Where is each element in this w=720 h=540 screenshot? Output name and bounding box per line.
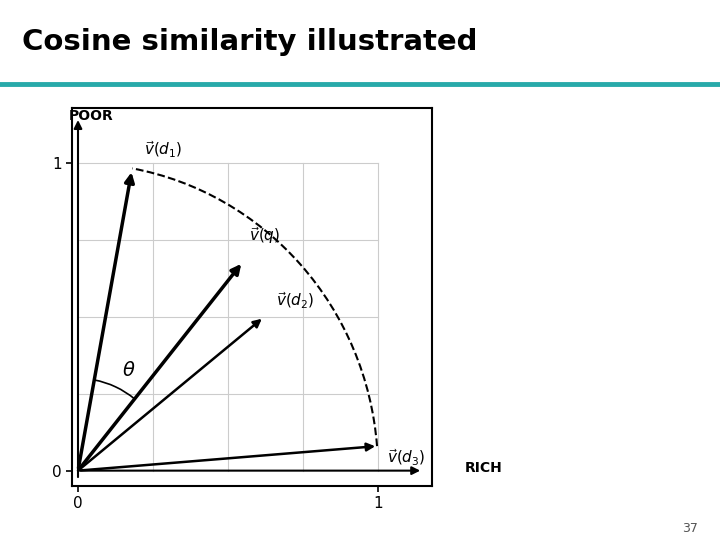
Text: $\vec{v}(q)$: $\vec{v}(q)$ — [249, 225, 280, 246]
Text: $\vec{v}(d_3)$: $\vec{v}(d_3)$ — [387, 447, 426, 468]
Text: POOR: POOR — [69, 110, 114, 123]
Text: RICH: RICH — [464, 462, 502, 476]
Text: 37: 37 — [683, 522, 698, 535]
Text: Vector Space Model: Vector Space Model — [485, 14, 595, 23]
Text: $\vec{v}(d_2)$: $\vec{v}(d_2)$ — [276, 291, 315, 311]
Text: Scoring, Term Weighting, and Vector Space Model: Scoring, Term Weighting, and Vector Spac… — [8, 14, 287, 23]
Text: Cosine similarity illustrated: Cosine similarity illustrated — [22, 29, 477, 57]
Text: θ: θ — [122, 361, 134, 380]
Text: $\vec{v}(d_1)$: $\vec{v}(d_1)$ — [144, 140, 182, 160]
